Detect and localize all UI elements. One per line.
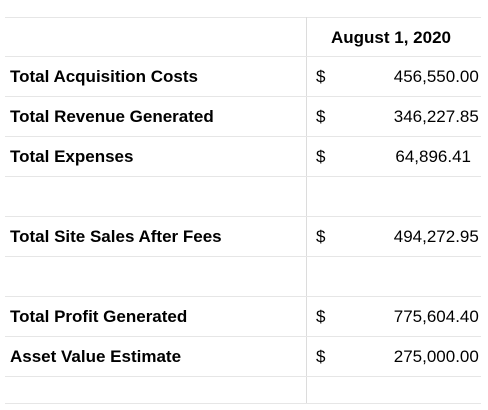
row-label: Asset Value Estimate [5, 336, 307, 377]
header-row: August 1, 2020 [5, 17, 481, 57]
row-amount: 494,272.95 [393, 216, 481, 257]
row-label: Total Profit Generated [5, 296, 307, 337]
blank-row [5, 256, 481, 297]
row-amount: 456,550.00 [393, 56, 481, 97]
table-row: Total Acquisition Costs $ 456,550.00 [5, 56, 481, 97]
table-row: Total Expenses $ 64,896.41 [5, 136, 481, 177]
row-label: Total Revenue Generated [5, 96, 307, 137]
blank-cell [393, 376, 481, 404]
table-row: Total Revenue Generated $ 346,227.85 [5, 96, 481, 137]
row-amount: 64,896.41 [393, 136, 481, 177]
financial-summary-table: August 1, 2020 Total Acquisition Costs $… [5, 17, 481, 404]
blank-cell [5, 376, 307, 404]
date-header: August 1, 2020 [306, 17, 481, 57]
row-label: Total Site Sales After Fees [5, 216, 307, 257]
blank-cell [5, 176, 307, 217]
blank-row [5, 176, 481, 217]
empty-header-cell [5, 17, 307, 57]
blank-cell [306, 376, 394, 404]
currency-symbol: $ [306, 96, 394, 137]
blank-cell [306, 176, 394, 217]
blank-row [5, 376, 481, 404]
blank-cell [306, 256, 394, 297]
currency-symbol: $ [306, 336, 394, 377]
currency-symbol: $ [306, 136, 394, 177]
table-row: Asset Value Estimate $ 275,000.00 [5, 336, 481, 377]
table-row: Total Profit Generated $ 775,604.40 [5, 296, 481, 337]
currency-symbol: $ [306, 296, 394, 337]
row-label: Total Expenses [5, 136, 307, 177]
blank-cell [393, 176, 481, 217]
table-row: Total Site Sales After Fees $ 494,272.95 [5, 216, 481, 257]
currency-symbol: $ [306, 56, 394, 97]
blank-cell [393, 256, 481, 297]
blank-cell [5, 256, 307, 297]
currency-symbol: $ [306, 216, 394, 257]
row-amount: 346,227.85 [393, 96, 481, 137]
row-label: Total Acquisition Costs [5, 56, 307, 97]
row-amount: 275,000.00 [393, 336, 481, 377]
row-amount: 775,604.40 [393, 296, 481, 337]
